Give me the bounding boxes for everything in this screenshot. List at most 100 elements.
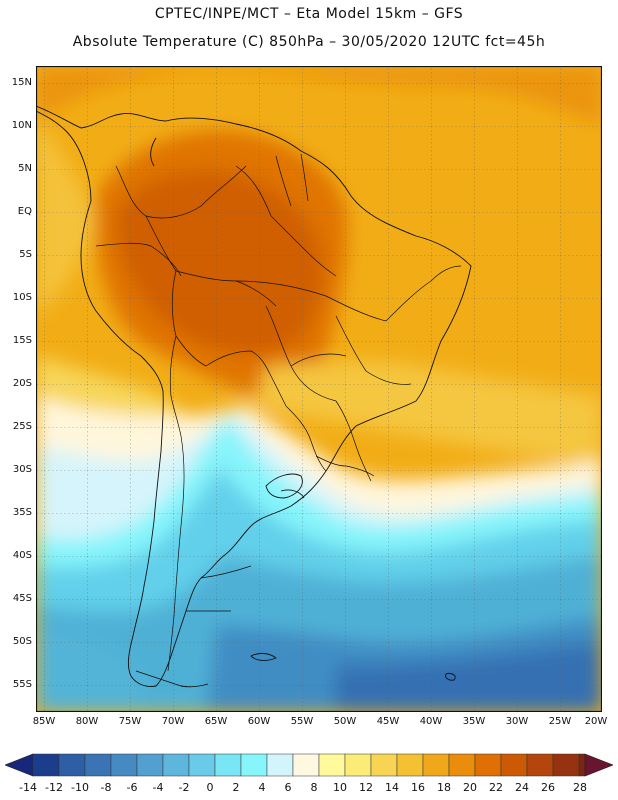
lat-label-35s: 35S bbox=[12, 507, 32, 518]
colorbar-tick: 2 bbox=[232, 781, 240, 794]
lon-label-20w: 20W bbox=[584, 716, 608, 727]
lat-label-eq: EQ bbox=[17, 206, 32, 217]
colorbar-tick: 22 bbox=[489, 781, 503, 794]
lon-label-60w: 60W bbox=[247, 716, 271, 727]
border-argentine-provinces bbox=[185, 565, 252, 612]
colorbar-tick: 20 bbox=[463, 781, 477, 794]
border-bolivia bbox=[205, 350, 287, 407]
colorbar-swatch bbox=[552, 753, 580, 777]
colorbar-tick: -6 bbox=[126, 781, 138, 794]
lat-label-55s: 55S bbox=[12, 679, 32, 690]
lon-label-70w: 70W bbox=[161, 716, 185, 727]
colorbar-high-triangle bbox=[584, 753, 613, 777]
lon-label-40w: 40W bbox=[419, 716, 443, 727]
lon-label-75w: 75W bbox=[118, 716, 142, 727]
border-guianas bbox=[235, 165, 272, 217]
estuary bbox=[280, 489, 305, 499]
coastlines bbox=[36, 105, 472, 688]
colorbar-swatch bbox=[240, 753, 268, 777]
lon-label-35w: 35W bbox=[462, 716, 486, 727]
falkland-islands bbox=[250, 652, 277, 661]
lon-label-30w: 30W bbox=[505, 716, 529, 727]
colorbar-tick: 0 bbox=[206, 781, 214, 794]
border-ecuador-peru bbox=[95, 242, 182, 277]
lon-label-25w: 25W bbox=[548, 716, 572, 727]
border-brazil-states-5 bbox=[385, 265, 462, 322]
tierra-del-fuego bbox=[135, 670, 209, 688]
colorbar-tick: -2 bbox=[178, 781, 190, 794]
colorbar-tick: 24 bbox=[515, 781, 529, 794]
lat-label-40s: 40S bbox=[12, 550, 32, 561]
colorbar-swatch bbox=[58, 753, 86, 777]
lon-label-85w: 85W bbox=[32, 716, 56, 727]
lon-label-50w: 50W bbox=[333, 716, 357, 727]
border-brazil-states-1 bbox=[235, 280, 387, 322]
south-america-outline bbox=[36, 105, 472, 687]
border-paraguay bbox=[285, 405, 327, 472]
colorbar-swatch bbox=[214, 753, 242, 777]
colorbar-tick: 4 bbox=[258, 781, 266, 794]
colorbar-swatch bbox=[162, 753, 190, 777]
south-georgia bbox=[445, 673, 456, 681]
colorbar-swatch bbox=[266, 753, 294, 777]
lat-label-10n: 10N bbox=[11, 120, 32, 131]
colorbar-tick: 10 bbox=[333, 781, 347, 794]
colorbar-tick: 18 bbox=[437, 781, 451, 794]
border-brazil-states-3 bbox=[335, 315, 412, 385]
colorbar-swatch bbox=[448, 753, 476, 777]
lon-label-65w: 65W bbox=[204, 716, 228, 727]
lat-label-5n: 5N bbox=[18, 163, 32, 174]
colorbar-swatch bbox=[110, 753, 138, 777]
border-rio-grande bbox=[315, 455, 375, 477]
colorbar-tick: -14 bbox=[19, 781, 37, 794]
colorbar-low-triangle bbox=[5, 753, 34, 777]
colorbar-tick: -12 bbox=[45, 781, 63, 794]
colorbar-tick: -10 bbox=[71, 781, 89, 794]
colorbar-swatch bbox=[422, 753, 450, 777]
colorbar-tick: -4 bbox=[152, 781, 164, 794]
colorbar-tick: 28 bbox=[573, 781, 587, 794]
colorbar-swatch bbox=[500, 753, 528, 777]
lake-maracaibo bbox=[150, 137, 157, 167]
border-peru-brazil bbox=[171, 270, 207, 367]
border-suriname-guyana bbox=[275, 153, 309, 207]
colorbar-tick: -8 bbox=[100, 781, 112, 794]
colorbar-swatch bbox=[370, 753, 398, 777]
colorbar-tick: 14 bbox=[385, 781, 399, 794]
border-brazil-states-6 bbox=[270, 215, 337, 277]
border-chile-bolivia bbox=[169, 335, 182, 437]
colorbar-swatch bbox=[136, 753, 164, 777]
title-line-2: Absolute Temperature (C) 850hPa – 30/05/… bbox=[72, 34, 546, 50]
rio-de-la-plata bbox=[265, 473, 303, 499]
lat-label-20s: 20S bbox=[12, 378, 32, 389]
colorbar-tick: 16 bbox=[411, 781, 425, 794]
lat-label-15n: 15N bbox=[11, 77, 32, 88]
colorbar-swatch bbox=[318, 753, 346, 777]
title-line-1: CPTEC/INPE/MCT – Eta Model 15km – GFS bbox=[154, 6, 464, 22]
lon-label-55w: 55W bbox=[290, 716, 314, 727]
colorbar-swatch bbox=[344, 753, 372, 777]
colorbar-tick: 26 bbox=[541, 781, 555, 794]
lat-lon-grid bbox=[36, 66, 602, 712]
colorbar-swatch bbox=[292, 753, 320, 777]
lat-label-30s: 30S bbox=[12, 464, 32, 475]
lat-label-15s: 15S bbox=[12, 335, 32, 346]
border-brazil-north bbox=[145, 215, 277, 307]
lat-label-50s: 50S bbox=[12, 636, 32, 647]
lon-label-45w: 45W bbox=[376, 716, 400, 727]
colorbar bbox=[5, 753, 613, 777]
border-brazil-states-4 bbox=[290, 353, 347, 367]
colorbar-swatch bbox=[474, 753, 502, 777]
border-colombia-venezuela bbox=[115, 165, 247, 219]
colorbar-swatch bbox=[32, 753, 60, 777]
lat-label-45s: 45S bbox=[12, 593, 32, 604]
country-borders bbox=[95, 153, 462, 672]
colorbar-swatch bbox=[396, 753, 424, 777]
border-chile-argentina bbox=[167, 435, 185, 672]
lat-label-5s: 5S bbox=[19, 249, 32, 260]
map-frame bbox=[36, 66, 602, 712]
colorbar-swatch bbox=[188, 753, 216, 777]
colorbar-tick: 12 bbox=[359, 781, 373, 794]
colorbar-swatch bbox=[578, 753, 586, 777]
colorbar-swatch bbox=[84, 753, 112, 777]
